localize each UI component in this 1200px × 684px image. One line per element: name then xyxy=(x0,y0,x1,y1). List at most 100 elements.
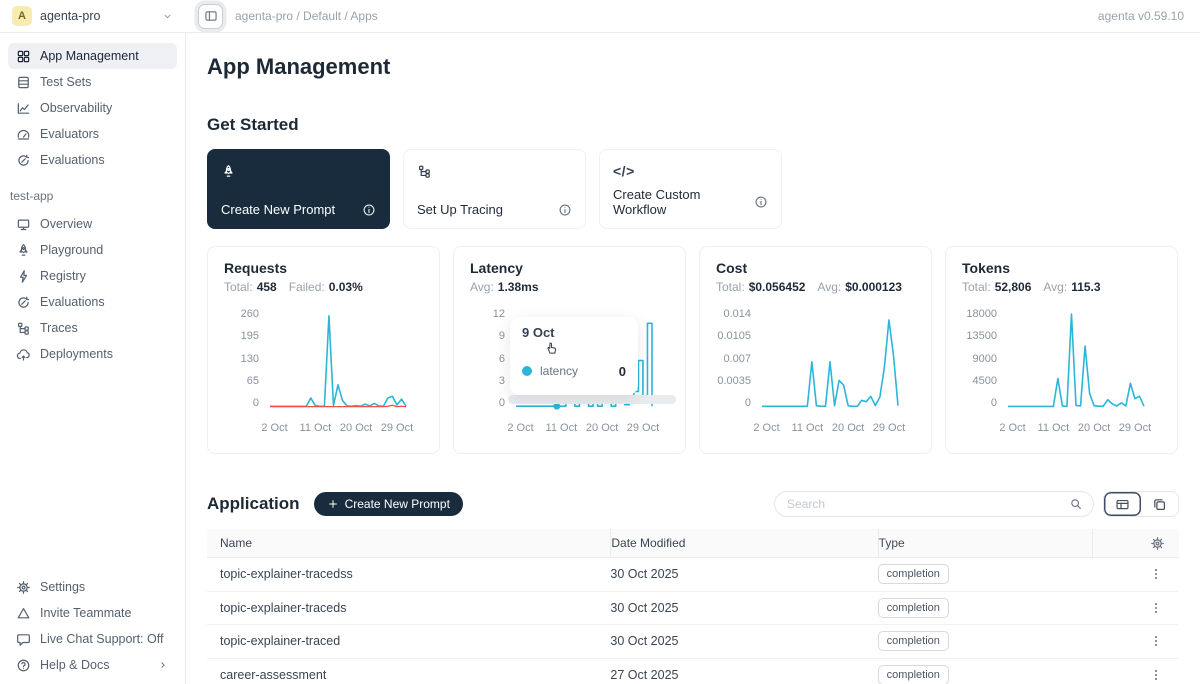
y-tick: 4500 xyxy=(973,376,997,387)
row-menu-button[interactable] xyxy=(1147,666,1165,684)
sidebar-item-evaluations[interactable]: Evaluations xyxy=(8,289,177,315)
x-tick: 20 Oct xyxy=(586,422,618,434)
sidebar-item-registry[interactable]: Registry xyxy=(8,263,177,289)
rocket-icon xyxy=(16,243,31,258)
x-tick: 11 Oct xyxy=(546,422,578,434)
dots-vertical-icon xyxy=(1149,668,1163,682)
sidebar-item-label: Help & Docs xyxy=(40,658,109,672)
row-menu-button[interactable] xyxy=(1147,565,1165,583)
workspace-avatar: A xyxy=(12,6,32,26)
table-row-topic-explainer-tracedss[interactable]: topic-explainer-tracedss30 Oct 2025compl… xyxy=(207,558,1179,592)
sidebar-item-app-management[interactable]: App Management xyxy=(8,43,177,69)
sidebar-item-evaluators[interactable]: Evaluators xyxy=(8,121,177,147)
code-icon: </> xyxy=(613,163,635,179)
y-tick: 0.0035 xyxy=(717,376,751,387)
row-actions xyxy=(1092,659,1179,684)
sidebar-item-label: Test Sets xyxy=(40,75,91,89)
card-label: Create New Prompt xyxy=(221,202,335,217)
sidebar-item-traces[interactable]: Traces xyxy=(8,315,177,341)
chart-plot-area: 1800013500900045000 xyxy=(962,306,1161,419)
sidebar-item-overview[interactable]: Overview xyxy=(8,211,177,237)
chart-card-cost: CostTotal:$0.056452Avg:$0.0001230.0140.0… xyxy=(699,246,932,454)
sidebar-item-evaluations[interactable]: Evaluations xyxy=(8,147,177,173)
sidebar-item-test-sets[interactable]: Test Sets xyxy=(8,69,177,95)
info-icon[interactable] xyxy=(558,203,572,217)
bolt-icon xyxy=(16,269,31,284)
table-row-career-assessment[interactable]: career-assessment27 Oct 2025completion xyxy=(207,659,1179,684)
create-new-prompt-button[interactable]: Create New Prompt xyxy=(314,492,463,516)
sidebar-toggle-button[interactable] xyxy=(198,4,223,29)
info-icon[interactable] xyxy=(362,203,376,217)
help-icon xyxy=(16,658,31,673)
column-header-type: Type xyxy=(878,529,1092,557)
row-actions xyxy=(1092,558,1179,591)
card-view-button[interactable] xyxy=(1141,492,1178,516)
dots-vertical-icon xyxy=(1149,634,1163,648)
info-icon[interactable] xyxy=(754,195,768,209)
tooltip-series-value: 0 xyxy=(619,364,626,379)
y-axis-labels: 0.0140.01050.0070.00350 xyxy=(716,309,760,409)
app-type: completion xyxy=(878,625,1092,658)
table-row-topic-explainer-traced[interactable]: topic-explainer-traced30 Oct 2025complet… xyxy=(207,625,1179,659)
type-badge: completion xyxy=(878,665,949,684)
row-actions xyxy=(1092,625,1179,658)
search-input[interactable] xyxy=(787,497,1069,511)
sidebar-item-live-chat-support-off[interactable]: Live Chat Support: Off xyxy=(8,626,177,652)
date-modified: 30 Oct 2025 xyxy=(610,592,877,625)
sidebar-item-playground[interactable]: Playground xyxy=(8,237,177,263)
get-started-card-create-custom-workflow[interactable]: </>Create Custom Workflow xyxy=(599,149,782,229)
chart-stat: Avg:115.3 xyxy=(1043,280,1100,294)
row-menu-button[interactable] xyxy=(1147,632,1165,650)
y-axis-labels: 1800013500900045000 xyxy=(962,309,1006,409)
chart-plot-area: 0.0140.01050.0070.00350 xyxy=(716,306,915,419)
sidebar-item-deployments[interactable]: Deployments xyxy=(8,341,177,367)
column-settings-icon[interactable] xyxy=(1150,536,1165,551)
view-toggle xyxy=(1103,491,1179,517)
series-cost xyxy=(762,320,898,406)
y-tick: 0.0105 xyxy=(717,331,751,342)
table-view-button[interactable] xyxy=(1104,492,1141,516)
hand-cursor-icon xyxy=(544,340,559,354)
sidebar-main-items: App Management Test Sets Observability Eval… xyxy=(8,43,177,173)
app-name: topic-explainer-tracedss xyxy=(207,558,610,591)
card-icon-row: </> xyxy=(613,161,768,181)
chart-stats: Total:$0.056452Avg:$0.000123 xyxy=(716,280,915,294)
workspace-selector[interactable]: A agenta-pro xyxy=(0,0,186,32)
sidebar-item-observability[interactable]: Observability xyxy=(8,95,177,121)
tooltip-date: 9 Oct xyxy=(522,325,626,340)
search-icon[interactable] xyxy=(1069,497,1083,511)
sidebar-item-label: App Management xyxy=(40,49,139,63)
tooltip-shadow-bar xyxy=(508,395,676,404)
chart-title: Tokens xyxy=(962,260,1161,276)
chart-stat: Avg:1.38ms xyxy=(470,280,539,294)
rocket-icon xyxy=(221,164,236,179)
main-content: App Management Get Started Create New Pr… xyxy=(186,33,1200,684)
y-tick: 0.007 xyxy=(723,354,751,365)
sidebar-item-settings[interactable]: Settings xyxy=(8,574,177,600)
table-view-icon xyxy=(1115,497,1130,512)
sidebar-item-label: Evaluators xyxy=(40,127,99,141)
y-tick: 0 xyxy=(499,398,505,409)
sidebar-item-label: Registry xyxy=(40,269,86,283)
breadcrumb[interactable]: agenta-pro / Default / Apps xyxy=(235,9,378,23)
sidebar-group-label: test-app xyxy=(10,189,177,203)
chat-icon xyxy=(16,632,31,647)
app-type: completion xyxy=(878,592,1092,625)
sidebar-item-label: Overview xyxy=(40,217,92,231)
table-row-topic-explainer-traceds[interactable]: topic-explainer-traceds30 Oct 2025comple… xyxy=(207,592,1179,626)
sidebar-item-help-docs[interactable]: Help & Docs xyxy=(8,652,177,678)
sidebar-item-invite-teammate[interactable]: Invite Teammate xyxy=(8,600,177,626)
chart-stat: Avg:$0.000123 xyxy=(817,280,902,294)
plot-svg-wrap xyxy=(268,306,408,419)
y-tick: 195 xyxy=(241,331,259,342)
y-tick: 9000 xyxy=(973,354,997,365)
row-menu-button[interactable] xyxy=(1147,599,1165,617)
get-started-card-set-up-tracing[interactable]: Set Up Tracing xyxy=(403,149,586,229)
app-version: agenta v0.59.10 xyxy=(1098,9,1200,23)
app-type: completion xyxy=(878,558,1092,591)
tree-icon xyxy=(417,164,432,179)
type-badge: completion xyxy=(878,631,949,651)
get-started-card-create-new-prompt[interactable]: Create New Prompt xyxy=(207,149,390,229)
chart-card-tokens: TokensTotal:52,806Avg:115.31800013500900… xyxy=(945,246,1178,454)
create-new-prompt-label: Create New Prompt xyxy=(345,497,450,511)
